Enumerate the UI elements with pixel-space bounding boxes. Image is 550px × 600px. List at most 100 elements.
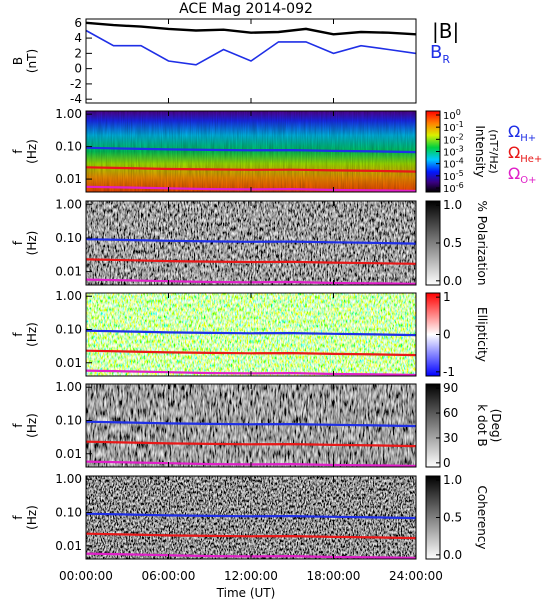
- f-axis-unit: (Hz): [25, 139, 39, 164]
- cb-tick-base: 10: [443, 111, 456, 122]
- x-tick-label: 00:00:00: [59, 569, 113, 583]
- cb-tick-label: 100: [443, 108, 461, 122]
- gyro-legend-item: ΩH+: [508, 122, 536, 144]
- gyro-line-Heplus: [85, 166, 417, 173]
- y-axis-label: B: [11, 57, 25, 65]
- series-br: [85, 29, 417, 66]
- panel-ellipticity: 1.00 0.10 0.01 f (Hz) 1 0 -1 Ellipticity: [11, 289, 489, 379]
- cb-tick-exp: -6: [456, 181, 464, 190]
- cb-tick-base: 10: [443, 160, 456, 171]
- cb-tick-label: 1: [443, 290, 451, 304]
- cb-label: k dot B: [475, 404, 489, 446]
- cb-tick-base: 10: [443, 148, 456, 159]
- gyro-line-Hplus: [85, 329, 417, 337]
- f-tick-label: 1.00: [55, 289, 82, 303]
- f-tick-label: 0.10: [55, 140, 82, 154]
- panel-k-dot-b: 1.00 0.10 0.01 f (Hz) 90 60 30 0 k dot B (Deg): [11, 380, 503, 470]
- cb-tick-exp: -4: [456, 157, 464, 166]
- cb-tick-label: -1: [443, 365, 455, 379]
- y-tick-label: 6: [74, 16, 82, 30]
- f-tick-label: 0.10: [55, 505, 82, 519]
- panel-coherency: 1.00 0.10 0.01 f (Hz) 1.0 0.5 0.0 Coherency: [11, 472, 489, 562]
- x-axis-label: Time (UT): [216, 586, 276, 600]
- cb-tick-exp: -5: [456, 169, 464, 178]
- f-tick-label: 0.01: [55, 172, 82, 186]
- panel-polarization: 1.00 0.10 0.01 f (Hz) 1.0 0.5 0.0 % Polarization: [11, 197, 489, 288]
- cb-label: (Deg): [489, 409, 503, 443]
- f-axis-unit: (Hz): [25, 505, 39, 530]
- legend-b-total: |B|: [432, 19, 459, 43]
- y-tick-label: -4: [70, 92, 82, 106]
- x-tick-label: 06:00:00: [142, 569, 196, 583]
- f-tick-label: 1.00: [55, 380, 82, 394]
- cb-tick-label: 10-3: [443, 145, 464, 159]
- cb-tick-base: 10: [443, 172, 456, 183]
- y-axis-unit: (nT): [25, 49, 39, 73]
- cb-tick-exp: -2: [456, 132, 464, 141]
- f-axis-label: f: [11, 423, 25, 428]
- gyro-line-Heplus: [85, 532, 417, 540]
- f-axis-unit: (Hz): [25, 231, 39, 256]
- legend-b-r: BR: [430, 42, 450, 66]
- x-tick-label: 24:00:00: [389, 569, 443, 583]
- cb-tick-exp: 0: [456, 108, 461, 117]
- cb-tick-label: 0: [443, 328, 451, 342]
- cb-label: (nT²/Hz): [487, 129, 500, 173]
- cb-label: % Polarization: [475, 201, 489, 286]
- f-tick-label: 0.01: [55, 356, 82, 370]
- f-axis-label: f: [11, 149, 25, 154]
- cb-tick-label: 0.5: [443, 511, 462, 525]
- y-tick-label: 2: [74, 46, 82, 60]
- gyro-line-Hplus: [85, 512, 417, 520]
- x-tick-label: 18:00:00: [307, 569, 361, 583]
- f-tick-label: 0.10: [55, 413, 82, 427]
- gyro-legend-sub: O+: [520, 175, 536, 186]
- cb-tick-exp: -1: [456, 120, 464, 129]
- gyro-line-Hplus: [85, 420, 417, 428]
- series-b: [85, 21, 417, 36]
- gyro-line-Hplus: [85, 238, 417, 245]
- cb-tick-label: 10-4: [443, 157, 464, 171]
- cb-tick-label: 10-5: [443, 169, 464, 183]
- cb-tick-label: 30: [443, 431, 458, 445]
- gyro-line-Heplus: [85, 349, 417, 357]
- f-axis-unit: (Hz): [25, 322, 39, 347]
- gyro-legend-sub: H+: [520, 133, 536, 144]
- f-tick-label: 1.00: [55, 107, 82, 121]
- f-tick-label: 0.10: [55, 322, 82, 336]
- f-tick-label: 1.00: [55, 472, 82, 486]
- cb-tick-label: 10-2: [443, 132, 464, 146]
- f-tick-label: 0.01: [55, 539, 82, 553]
- cb-tick-label: 90: [443, 381, 458, 395]
- x-tick-label: 12:00:00: [224, 569, 278, 583]
- x-axis: 00:00:00 06:00:00 12:00:00 18:00:00 24:00:00: [59, 569, 443, 583]
- cb-tick-label: 1.0: [443, 473, 462, 487]
- y-tick-label: -2: [70, 77, 82, 91]
- y-tick-label: 0: [74, 62, 82, 76]
- gyro-line-Heplus: [85, 258, 417, 265]
- cb-tick-label: 60: [443, 406, 458, 420]
- cb-label: Ellipticity: [475, 307, 489, 362]
- cb-label: Coherency: [475, 485, 489, 549]
- f-tick-label: 0.10: [55, 231, 82, 245]
- cb-tick-label: 0.5: [443, 236, 462, 250]
- chart-title: ACE Mag 2014-092: [179, 1, 313, 17]
- y-tick-label: 4: [74, 31, 82, 45]
- gyro-line-Heplus: [85, 440, 417, 448]
- cb-tick-base: 10: [443, 135, 456, 146]
- gyro-legend-sub: He+: [520, 154, 542, 165]
- f-axis-label: f: [11, 332, 25, 337]
- gyro-legend-item: ΩHe+: [508, 143, 542, 165]
- legend-b-r-sub: R: [442, 53, 450, 66]
- cb-tick-label: 1.0: [443, 198, 462, 212]
- f-axis-label: f: [11, 240, 25, 245]
- cb-tick-label: 0.0: [443, 548, 462, 562]
- panel-intensity: 1.000.100.01f (Hz)10010-110-210-310-410-5…: [11, 107, 500, 195]
- cb-tick-label: 10-1: [443, 120, 464, 134]
- gyro-legend-symbol: Ω: [508, 143, 520, 162]
- gyro-line-Hplus: [85, 146, 417, 154]
- gyro-legend: ΩH+ΩHe+Ω O+: [508, 122, 542, 186]
- colorbar: [425, 383, 441, 468]
- cb-label: Intensity: [473, 125, 487, 177]
